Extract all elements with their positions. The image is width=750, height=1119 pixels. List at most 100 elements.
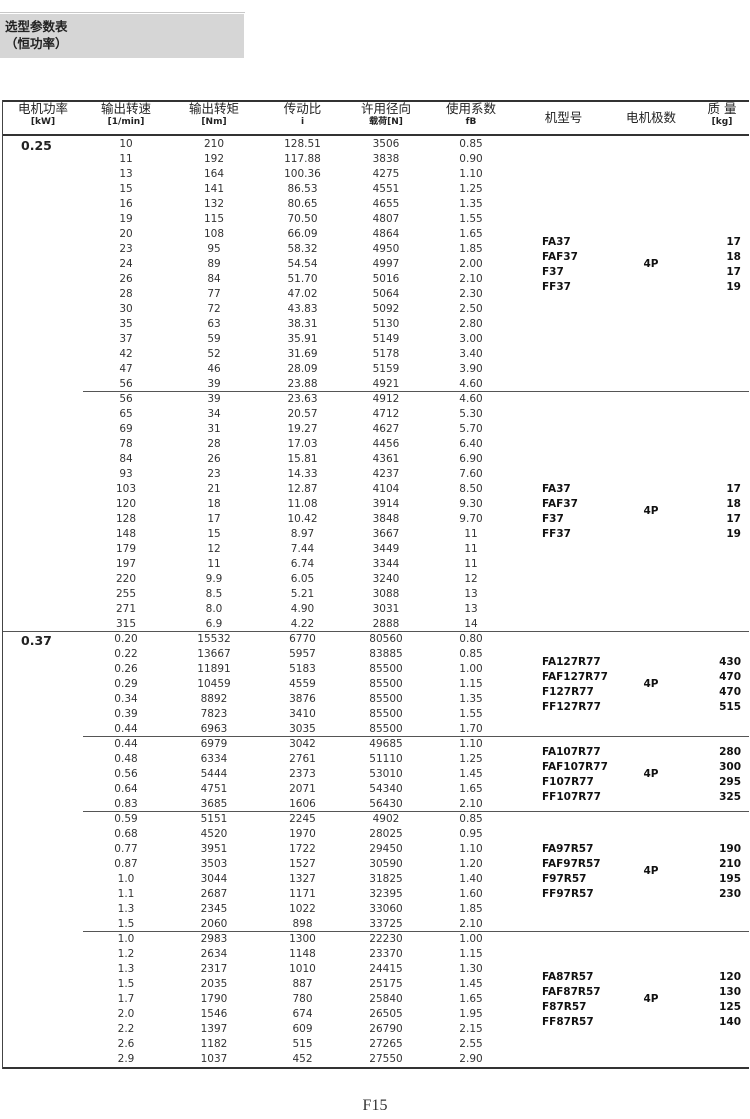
output-torque-cell: 6963 (200, 723, 228, 735)
service-factor-cell: 0.95 (459, 828, 483, 840)
mass-value: 19 (726, 528, 741, 540)
output-torque-cell: 13667 (197, 648, 231, 660)
motor-poles: 4P (643, 865, 659, 877)
service-factor-cell: 1.25 (459, 753, 483, 765)
radial-load-cell: 4551 (372, 183, 400, 195)
table-row: 2.9 1037 452 27550 2.90 (3, 1052, 749, 1067)
model-number: FAF37 (542, 250, 578, 263)
output-speed-cell: 1.3 (117, 903, 135, 915)
model-number: FA97R57 (542, 843, 594, 855)
model-number: FA107R77 (542, 745, 601, 758)
ratio-cell: 6770 (289, 633, 316, 645)
motor-poles: 4P (643, 677, 659, 690)
output-speed-cell: 0.39 (114, 708, 138, 720)
header-unit: [kg] (711, 117, 733, 127)
ratio-cell: 515 (292, 1038, 313, 1050)
model-list: FA107R77 FAF107R77 F107R77 FF107R77 (542, 745, 608, 805)
model-number: FF37 (542, 528, 571, 540)
mass-value: 18 (726, 250, 741, 263)
radial-load-cell: 5178 (372, 348, 400, 360)
table-row: 0.68 4520 1970 28025 0.95 (3, 827, 749, 842)
service-factor-cell: 2.15 (459, 1023, 483, 1035)
motor-poles: 4P (643, 767, 659, 780)
radial-load-cell: 25175 (369, 978, 403, 990)
model-number: FF97R57 (542, 888, 594, 900)
output-speed-cell: 69 (119, 423, 133, 435)
output-speed-cell: 0.34 (114, 693, 138, 705)
radial-load-cell: 24415 (369, 963, 403, 975)
output-torque-cell: 28 (207, 438, 221, 450)
model-number: FA37 (542, 483, 571, 495)
radial-load-cell: 29450 (369, 843, 403, 855)
ratio-cell: 1300 (289, 933, 316, 945)
section-subtitle: （恒功率） (5, 36, 68, 51)
radial-load-cell: 26505 (369, 1008, 403, 1020)
output-speed-cell: 148 (115, 528, 137, 540)
output-torque-cell: 2035 (200, 978, 228, 990)
service-factor-cell: 1.10 (459, 843, 483, 855)
radial-load-cell: 80560 (369, 633, 403, 645)
output-torque-cell: 132 (203, 198, 225, 210)
output-speed-cell: 220 (115, 573, 137, 585)
service-factor-cell: 1.65 (459, 228, 483, 240)
header-label: 机型号 (544, 110, 583, 125)
output-speed-cell: 2.6 (117, 1038, 135, 1050)
model-number: FAF107R77 (542, 760, 608, 773)
mass-value: 430 (719, 655, 741, 668)
radial-load-cell: 51110 (369, 753, 403, 765)
output-speed-cell: 128 (115, 513, 137, 525)
output-torque-cell: 11891 (197, 663, 231, 675)
output-torque-cell: 46 (207, 363, 221, 375)
ratio-cell: 452 (292, 1053, 313, 1065)
ratio-cell: 2245 (289, 813, 316, 825)
mass-value: 280 (719, 745, 741, 758)
header-bottom-border (3, 134, 749, 136)
ratio-cell: 8.97 (290, 528, 315, 540)
service-factor-cell: 1.20 (459, 858, 483, 870)
service-factor-cell: 2.50 (459, 303, 483, 315)
output-torque-cell: 7823 (200, 708, 228, 720)
ratio-cell: 3042 (289, 738, 316, 750)
table-row: 271 8.0 4.90 3031 13 (3, 602, 749, 617)
service-factor-cell: 1.00 (459, 933, 483, 945)
ratio-cell: 117.88 (284, 153, 321, 165)
service-factor-cell: 4.60 (459, 378, 483, 390)
output-torque-cell: 39 (207, 393, 221, 405)
header-label: 输出转速 (100, 101, 151, 116)
radial-load-cell: 33060 (369, 903, 403, 915)
model-number: FF87R57 (542, 1015, 594, 1028)
ratio-cell: 14.33 (287, 468, 318, 480)
radial-load-cell: 4950 (372, 243, 400, 255)
radial-load-cell: 5130 (372, 318, 400, 330)
ratio-cell: 47.02 (287, 288, 318, 300)
table-row: 0.34 8892 3876 85500 1.35 (3, 692, 749, 707)
table-row: 10 210 128.51 3506 0.85 (3, 137, 749, 152)
ratio-cell: 43.83 (287, 303, 318, 315)
output-torque-cell: 9.9 (205, 573, 223, 585)
radial-load-cell: 25840 (369, 993, 403, 1005)
table-row: 2.6 1182 515 27265 2.55 (3, 1037, 749, 1052)
table-row: 0.44 6979 3042 49685 1.10 (3, 737, 749, 752)
table-row: 1.0 2983 1300 22230 1.00 (3, 932, 749, 947)
table-bottom-border (3, 1067, 749, 1069)
service-factor-cell: 1.15 (459, 948, 483, 960)
output-speed-cell: 47 (119, 363, 133, 375)
output-speed-cell: 197 (115, 558, 137, 570)
output-torque-cell: 2634 (200, 948, 228, 960)
service-factor-cell: 1.65 (459, 993, 483, 1005)
output-torque-cell: 17 (207, 513, 221, 525)
output-torque-cell: 1182 (200, 1038, 228, 1050)
output-torque-cell: 6334 (200, 753, 228, 765)
ratio-cell: 80.65 (287, 198, 318, 210)
radial-load-cell: 5159 (372, 363, 400, 375)
header-radial-load: 许用径向 载荷[N] (346, 102, 426, 133)
output-speed-cell: 0.29 (114, 678, 138, 690)
radial-load-cell: 32395 (369, 888, 403, 900)
output-torque-cell: 5151 (200, 813, 228, 825)
table-row: 42 52 31.69 5178 3.40 (3, 347, 749, 362)
mass-value: 140 (719, 1015, 741, 1028)
table-row: 1.2 2634 1148 23370 1.15 (3, 947, 749, 962)
output-speed-cell: 24 (119, 258, 133, 270)
service-factor-cell: 6.40 (459, 438, 483, 450)
header-service-factor: 使用系数 fB (426, 102, 516, 133)
